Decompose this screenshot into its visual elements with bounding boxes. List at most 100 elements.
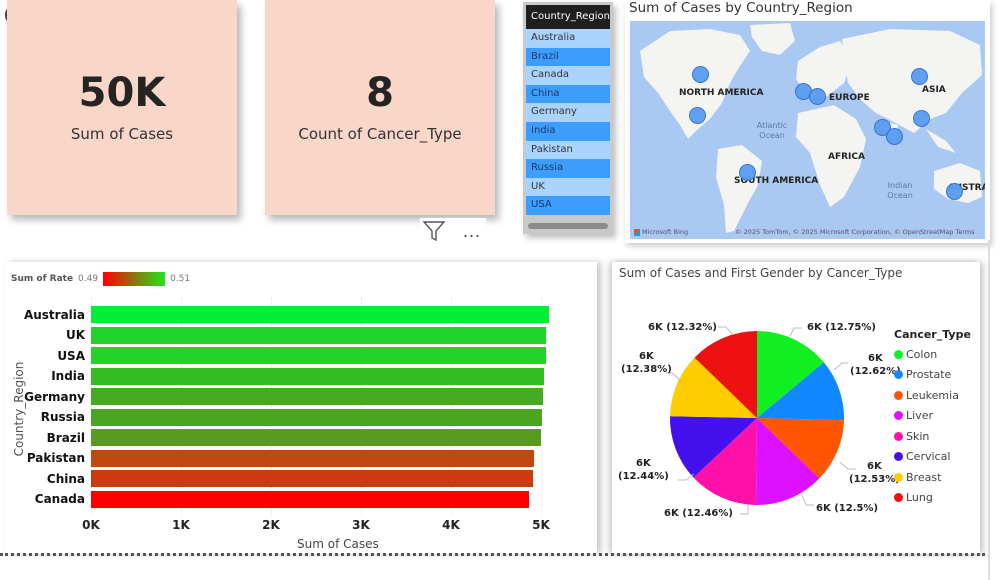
bar-uk[interactable] xyxy=(91,326,546,344)
x-tick: 2K xyxy=(262,518,280,532)
map-provider-logo: Microsoft Bing xyxy=(634,228,688,236)
x-tick: 5K xyxy=(532,518,550,532)
slice-prostate[interactable] xyxy=(757,362,845,421)
card-label: Count of Cancer_Type xyxy=(298,124,462,143)
map-bubble-australia[interactable] xyxy=(946,183,963,200)
bar-brazil[interactable] xyxy=(91,429,541,446)
map-title: Sum of Cases by Country_Region xyxy=(629,0,853,16)
legend-dot-icon xyxy=(894,390,903,400)
legend-item-prostate[interactable]: Prostate xyxy=(894,365,971,386)
map-visual: Sum of Cases by Country_Region xyxy=(625,0,990,243)
page-scrollbar[interactable] xyxy=(988,240,990,580)
bar-pakistan[interactable] xyxy=(91,449,534,467)
x-tick: 0K xyxy=(82,518,100,532)
more-options-button[interactable]: ... xyxy=(462,220,481,241)
continent-label-north-america: NORTH AMERICA xyxy=(679,88,764,98)
x-axis-title: Sum of Cases xyxy=(297,537,379,551)
rate-legend: Sum of Rate 0.49 0.51 xyxy=(11,272,190,286)
bar-china[interactable] xyxy=(91,470,533,487)
pie-legend: Cancer_Type Colon Prostate Leukemia Live… xyxy=(894,328,971,508)
legend-item-colon[interactable]: Colon xyxy=(894,344,971,365)
slicer-item-india[interactable]: India xyxy=(526,121,610,141)
pie-label-cervical: 6K (12.44%) xyxy=(618,457,669,483)
map-attribution[interactable]: © 2025 TomTom, © 2025 Microsoft Corporat… xyxy=(735,228,975,236)
card-value: 50K xyxy=(78,69,166,116)
bar-australia[interactable] xyxy=(91,306,549,323)
filter-button[interactable] xyxy=(420,218,448,244)
map-bubble-usa[interactable] xyxy=(689,107,706,124)
slicer-item-germany[interactable]: Germany xyxy=(526,103,610,122)
map-provider-text: Microsoft Bing xyxy=(642,228,689,236)
map-canvas[interactable]: NORTH AMERICA EUROPE ASIA AFRICA SOUTH A… xyxy=(630,21,985,239)
map-bubble-brazil[interactable] xyxy=(739,164,756,181)
map-bubble-germany[interactable] xyxy=(809,88,826,105)
legend-label: Prostate xyxy=(906,368,952,382)
rate-gradient-scale xyxy=(103,272,166,286)
slice-breast[interactable] xyxy=(670,357,757,418)
country-region-slicer: Country_Region Australia Brazil Canada C… xyxy=(523,2,613,234)
slicer-item-usa[interactable]: USA xyxy=(526,196,610,215)
pie-leader-lines xyxy=(666,326,856,515)
slicer-item-brazil[interactable]: Brazil xyxy=(526,47,610,67)
legend-item-liver[interactable]: Liver xyxy=(894,406,971,427)
bar-label: India xyxy=(51,369,85,383)
bar-russia[interactable] xyxy=(91,408,542,426)
bar-label: Pakistan xyxy=(26,451,85,465)
bar-label: UK xyxy=(65,328,85,342)
legend-dot-icon xyxy=(894,370,903,380)
legend-label: Cervical xyxy=(906,450,951,464)
card-value: 8 xyxy=(366,69,394,116)
slice-colon[interactable] xyxy=(757,331,824,418)
map-bubble-canada[interactable] xyxy=(692,66,709,83)
slicer-item-russia[interactable]: Russia xyxy=(526,159,610,178)
bar-label: China xyxy=(46,471,85,486)
bar-india[interactable] xyxy=(91,367,544,385)
ocean-label-indian: Indian Ocean xyxy=(887,181,913,200)
legend-item-breast[interactable]: Breast xyxy=(894,467,971,488)
slice-skin[interactable] xyxy=(693,418,758,505)
continent-label-south-america: SOUTH AMERICA xyxy=(734,176,819,186)
slicer-header: Country_Region xyxy=(526,5,610,29)
pie-label-line: 6K xyxy=(636,458,651,469)
pie-label-line: 6K xyxy=(867,461,882,472)
slice-leukemia[interactable] xyxy=(757,418,844,479)
legend-item-lung[interactable]: Lung xyxy=(894,488,971,509)
legend-item-leukemia[interactable]: Leukemia xyxy=(894,385,971,406)
bar-usa[interactable] xyxy=(91,347,546,364)
legend-item-skin[interactable]: Skin xyxy=(894,426,971,447)
legend-dot-icon xyxy=(894,493,903,503)
slicer-scrollbar[interactable] xyxy=(528,222,608,229)
gridline xyxy=(541,298,542,516)
slice-liver[interactable] xyxy=(756,418,820,506)
legend-item-cervical[interactable]: Cervical xyxy=(894,447,971,468)
slice-cervical[interactable] xyxy=(669,416,757,478)
pie-label-line: (12.44%) xyxy=(618,471,669,482)
slice-lung[interactable] xyxy=(694,331,758,418)
rate-legend-max: 0.51 xyxy=(170,274,191,284)
map-bubble-india[interactable] xyxy=(886,128,903,145)
pie-label-line: (12.38%) xyxy=(621,364,672,375)
count-cancer-type-card[interactable]: 8 Count of Cancer_Type xyxy=(265,0,495,215)
legend-dot-icon xyxy=(894,452,903,462)
pie-label-breast: 6K (12.38%) xyxy=(621,350,672,376)
slicer-item-australia[interactable]: Australia xyxy=(526,29,610,48)
continent-label-europe: EUROPE xyxy=(829,93,870,103)
slicer-item-china[interactable]: China xyxy=(526,84,610,104)
sum-of-cases-card[interactable]: 50K Sum of Cases xyxy=(7,0,237,215)
slicer-item-uk[interactable]: UK xyxy=(526,177,610,197)
bar-canada[interactable] xyxy=(91,490,529,508)
bar-label: Russia xyxy=(40,410,85,424)
slicer-item-canada[interactable]: Canada xyxy=(526,66,610,85)
continent-label-africa: AFRICA xyxy=(828,152,865,162)
slicer-item-pakistan[interactable]: Pakistan xyxy=(526,140,610,160)
gridline xyxy=(451,298,452,516)
map-bubble-china[interactable] xyxy=(913,110,930,127)
pie-label-line: 6K xyxy=(868,353,883,364)
pie-legend-title: Cancer_Type xyxy=(894,328,971,341)
legend-dot-icon xyxy=(894,349,903,359)
bar-label: Australia xyxy=(23,307,85,322)
x-tick: 4K xyxy=(442,518,460,532)
rate-legend-title: Sum of Rate xyxy=(11,274,74,284)
map-bubble-russia[interactable] xyxy=(911,68,928,85)
bar-germany[interactable] xyxy=(91,388,543,405)
